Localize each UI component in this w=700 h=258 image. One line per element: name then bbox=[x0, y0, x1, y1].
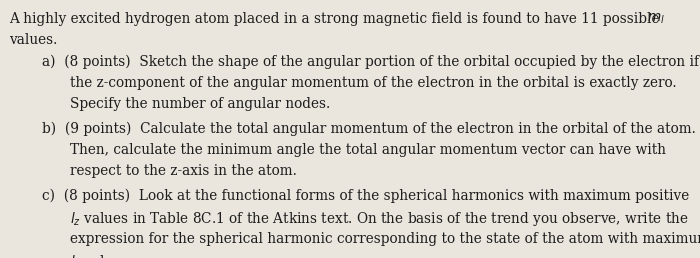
Text: $m_l$: $m_l$ bbox=[647, 12, 665, 26]
Text: expression for the spherical harmonic corresponding to the state of the atom wit: expression for the spherical harmonic co… bbox=[70, 232, 700, 246]
Text: $\it{l}$$_z$ values in Table 8C.1 of the Atkins text. On the basis of the trend : $\it{l}$$_z$ values in Table 8C.1 of the… bbox=[70, 210, 689, 228]
Text: $\it{l}$$_z$ value.: $\it{l}$$_z$ value. bbox=[70, 253, 126, 258]
Text: a)  (8 points)  Sketch the shape of the angular portion of the orbital occupied : a) (8 points) Sketch the shape of the an… bbox=[42, 54, 699, 69]
Text: Specify the number of angular nodes.: Specify the number of angular nodes. bbox=[70, 97, 330, 111]
Text: A highly excited hydrogen atom placed in a strong magnetic field is found to hav: A highly excited hydrogen atom placed in… bbox=[9, 12, 664, 26]
Text: the z-component of the angular momentum of the electron in the orbital is exactl: the z-component of the angular momentum … bbox=[70, 76, 677, 90]
Text: values.: values. bbox=[9, 33, 57, 47]
Text: respect to the z-axis in the atom.: respect to the z-axis in the atom. bbox=[70, 164, 297, 178]
Text: b)  (9 points)  Calculate the total angular momentum of the electron in the orbi: b) (9 points) Calculate the total angula… bbox=[42, 121, 696, 136]
Text: c)  (8 points)  Look at the functional forms of the spherical harmonics with max: c) (8 points) Look at the functional for… bbox=[42, 189, 690, 203]
Text: Then, calculate the minimum angle the total angular momentum vector can have wit: Then, calculate the minimum angle the to… bbox=[70, 143, 666, 157]
